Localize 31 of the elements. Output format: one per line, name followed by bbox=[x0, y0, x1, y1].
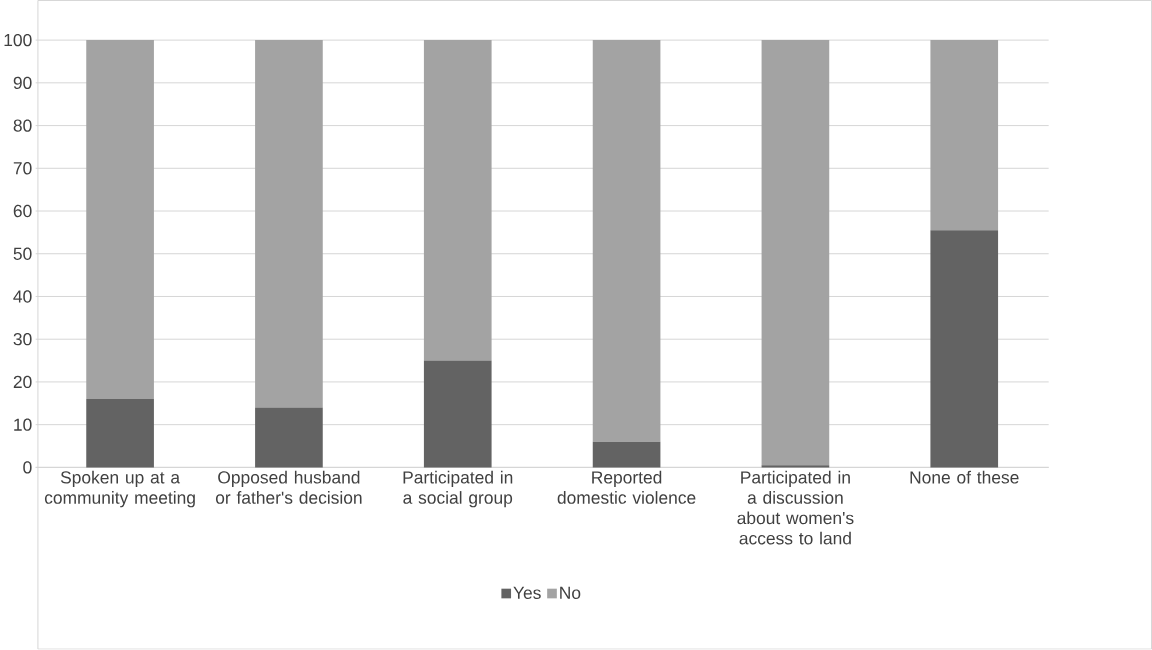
bar bbox=[592, 441, 661, 468]
bar bbox=[592, 40, 661, 442]
y-tick-label: 10 bbox=[14, 418, 32, 432]
bar bbox=[423, 40, 492, 361]
legend-label: Yes bbox=[513, 587, 541, 600]
x-tick-label: Reported domestic violence bbox=[557, 470, 696, 505]
bar bbox=[930, 40, 999, 231]
bar bbox=[930, 230, 999, 468]
legend-label: No bbox=[560, 587, 581, 600]
x-tick-label: Participated in a discussion about women's access to land bbox=[737, 470, 854, 545]
bar bbox=[255, 40, 323, 408]
bar bbox=[423, 360, 492, 468]
x-tick-label: Spoken up at a community meeting bbox=[44, 470, 195, 508]
y-tick-label: 40 bbox=[13, 290, 32, 303]
y-tick-label: 80 bbox=[13, 119, 32, 132]
y-tick-label: 20 bbox=[13, 375, 32, 389]
y-tick-label: 30 bbox=[13, 333, 32, 346]
y-tick-label: 100 bbox=[4, 34, 32, 47]
bar bbox=[255, 407, 323, 468]
x-tick-label: Opposed husband or father's decision bbox=[215, 470, 362, 505]
bar bbox=[761, 465, 830, 468]
y-tick-label: 50 bbox=[13, 247, 32, 261]
bar bbox=[86, 399, 154, 468]
bar bbox=[86, 40, 154, 400]
y-tick-label: 70 bbox=[13, 162, 32, 175]
y-tick-label: 60 bbox=[13, 205, 32, 218]
bar bbox=[761, 40, 830, 466]
x-tick-label: None of these bbox=[910, 470, 1019, 484]
y-tick-label: 0 bbox=[23, 461, 32, 474]
y-tick-label: 90 bbox=[13, 76, 32, 90]
x-tick-label: Participated in a social group bbox=[403, 470, 513, 508]
